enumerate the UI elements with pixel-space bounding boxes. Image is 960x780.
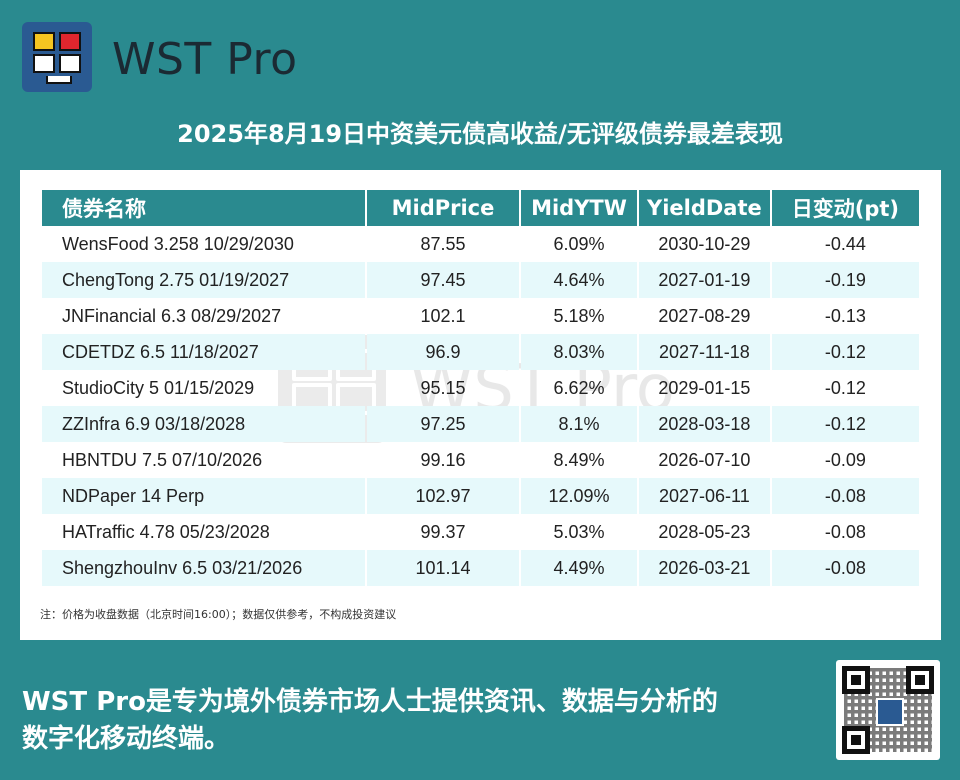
cell-midytw: 6.09% <box>553 233 605 254</box>
table-row: StudioCity 5 01/15/2029 95.15 6.62% 2029… <box>42 370 919 406</box>
bond-table: 债券名称 MidPrice MidYTW YieldDate 日变动(pt) W… <box>40 190 921 586</box>
cell-midprice: 97.45 <box>367 262 519 298</box>
table-row: JNFinancial 6.3 08/29/2027 102.1 5.18% 2… <box>42 298 919 334</box>
cell-bond-name: NDPaper 14 Perp <box>42 478 365 514</box>
wst-logo-icon <box>22 22 92 92</box>
cell-yielddate: 2027-01-19 <box>639 262 770 298</box>
cell-bond-name: ShengzhouInv 6.5 03/21/2026 <box>42 550 365 586</box>
header-yielddate: YieldDate <box>639 190 770 226</box>
header-midprice: MidPrice <box>367 190 519 226</box>
cell-midprice: 99.37 <box>420 521 466 542</box>
cell-midytw: 5.18% <box>553 305 605 326</box>
cell-midprice: 96.9 <box>367 334 519 370</box>
table-row: NDPaper 14 Perp 102.97 12.09% 2027-06-11… <box>42 478 919 514</box>
cell-daily-change: -0.09 <box>824 449 866 470</box>
header-bond-name: 债券名称 <box>42 190 365 226</box>
cell-bond-name: HATraffic 4.78 05/23/2028 <box>62 521 270 542</box>
cell-yielddate: 2028-05-23 <box>658 521 751 542</box>
cell-daily-change: -0.12 <box>771 334 919 370</box>
qr-code-icon <box>836 660 940 760</box>
header-midytw: MidYTW <box>521 190 637 226</box>
table-row: HATraffic 4.78 05/23/2028 99.37 5.03% 20… <box>42 514 919 550</box>
page-title: 2025年8月19日中资美元债高收益/无评级债券最差表现 <box>177 120 783 148</box>
table-row: HBNTDU 7.5 07/10/2026 99.16 8.49% 2026-0… <box>42 442 919 478</box>
table-row: ShengzhouInv 6.5 03/21/2026 101.14 4.49%… <box>42 550 919 586</box>
cell-midytw: 8.03% <box>521 334 637 370</box>
cell-daily-change: -0.19 <box>771 262 919 298</box>
cell-midprice: 97.25 <box>367 406 519 442</box>
footnote: 注：价格为收盘数据（北京时间16:00）；数据仅供参考，不构成投资建议 <box>40 608 397 621</box>
cell-midprice: 87.55 <box>420 233 466 254</box>
cell-yielddate: 2027-11-18 <box>639 334 770 370</box>
header-daily-change: 日变动(pt) <box>771 190 919 226</box>
cell-daily-change: -0.44 <box>824 233 866 254</box>
cell-yielddate: 2026-07-10 <box>658 449 751 470</box>
cell-daily-change: -0.08 <box>771 478 919 514</box>
cell-midytw: 6.62% <box>553 377 605 398</box>
cell-midprice: 95.15 <box>420 377 466 398</box>
cell-yielddate: 2028-03-18 <box>639 406 770 442</box>
brand-name: WST Pro <box>112 34 298 85</box>
cell-bond-name: StudioCity 5 01/15/2029 <box>62 377 255 398</box>
cell-midprice: 101.14 <box>367 550 519 586</box>
table-row: WensFood 3.258 10/29/2030 87.55 6.09% 20… <box>42 226 919 262</box>
cell-yielddate: 2030-10-29 <box>658 233 751 254</box>
table-row: ChengTong 2.75 01/19/2027 97.45 4.64% 20… <box>42 262 919 298</box>
cell-midytw: 8.49% <box>553 449 605 470</box>
cell-midytw: 12.09% <box>521 478 637 514</box>
cell-yielddate: 2027-08-29 <box>658 305 751 326</box>
cell-bond-name: HBNTDU 7.5 07/10/2026 <box>62 449 263 470</box>
table-panel: WST Pro 债券名称 MidPrice MidYTW YieldDate 日… <box>20 170 941 640</box>
cell-yielddate: 2029-01-15 <box>658 377 751 398</box>
table-header-row: 债券名称 MidPrice MidYTW YieldDate 日变动(pt) <box>42 190 919 226</box>
footer-line-1: WST Pro是专为境外债券市场人士提供资讯、数据与分析的 <box>22 687 718 717</box>
cell-daily-change: -0.08 <box>824 521 866 542</box>
cell-midytw: 4.64% <box>521 262 637 298</box>
cell-yielddate: 2027-06-11 <box>639 478 770 514</box>
cell-bond-name: CDETDZ 6.5 11/18/2027 <box>42 334 365 370</box>
cell-daily-change: -0.08 <box>771 550 919 586</box>
cell-daily-change: -0.12 <box>771 406 919 442</box>
cell-daily-change: -0.12 <box>824 377 866 398</box>
table-row: ZZInfra 6.9 03/18/2028 97.25 8.1% 2028-0… <box>42 406 919 442</box>
footer-line-2: 数字化移动终端。 <box>22 724 231 754</box>
cell-bond-name: ChengTong 2.75 01/19/2027 <box>42 262 365 298</box>
cell-midytw: 5.03% <box>553 521 605 542</box>
cell-daily-change: -0.13 <box>824 305 866 326</box>
cell-midprice: 99.16 <box>420 449 466 470</box>
cell-midytw: 8.1% <box>521 406 637 442</box>
cell-bond-name: ZZInfra 6.9 03/18/2028 <box>42 406 365 442</box>
cell-midytw: 4.49% <box>521 550 637 586</box>
footer-tagline: WST Pro是专为境外债券市场人士提供资讯、数据与分析的 数字化移动终端。 <box>22 684 802 758</box>
cell-bond-name: JNFinancial 6.3 08/29/2027 <box>62 305 282 326</box>
cell-midprice: 102.1 <box>420 305 466 326</box>
cell-yielddate: 2026-03-21 <box>639 550 770 586</box>
table-row: CDETDZ 6.5 11/18/2027 96.9 8.03% 2027-11… <box>42 334 919 370</box>
cell-midprice: 102.97 <box>367 478 519 514</box>
cell-bond-name: WensFood 3.258 10/29/2030 <box>62 233 294 254</box>
